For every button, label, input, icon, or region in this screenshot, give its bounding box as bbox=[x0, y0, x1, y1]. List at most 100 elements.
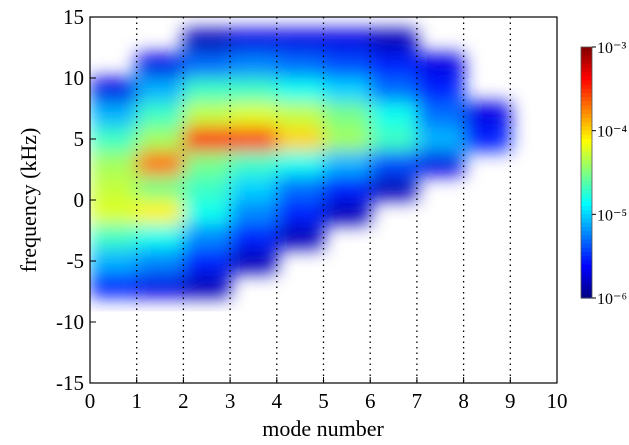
heat-cell bbox=[416, 126, 464, 152]
colorbar-step bbox=[581, 205, 592, 211]
heat-cell bbox=[323, 151, 371, 176]
heat-cell bbox=[90, 273, 137, 298]
heat-cell bbox=[90, 102, 137, 127]
y-tick-label: 15 bbox=[63, 5, 84, 29]
colorbar-step bbox=[581, 172, 592, 178]
x-tick-label: 9 bbox=[505, 389, 516, 413]
heat-cell bbox=[90, 78, 137, 103]
colorbar-step bbox=[581, 239, 592, 245]
x-tick-label: 7 bbox=[412, 389, 423, 413]
colorbar-step bbox=[581, 193, 592, 199]
heat-cell bbox=[463, 126, 511, 152]
colorbar-step bbox=[581, 97, 592, 102]
heat-cell bbox=[370, 102, 417, 127]
heat-cell bbox=[276, 53, 324, 78]
heat-cell bbox=[183, 175, 231, 200]
heat-cell bbox=[183, 200, 231, 225]
heat-cell bbox=[370, 126, 417, 152]
heat-cell bbox=[183, 126, 231, 152]
heat-cell bbox=[136, 151, 184, 176]
x-tick-label: 8 bbox=[458, 389, 469, 413]
colorbar-step bbox=[581, 155, 592, 161]
y-tick-label: -5 bbox=[67, 249, 85, 273]
colorbar-step bbox=[581, 84, 592, 90]
colorbar-step bbox=[581, 159, 592, 165]
colorbar-step bbox=[581, 235, 592, 241]
colorbar-step bbox=[581, 272, 592, 278]
heat-cell bbox=[183, 151, 231, 176]
heat-cell bbox=[230, 126, 277, 152]
heat-cell bbox=[323, 29, 371, 54]
heat-cell bbox=[230, 175, 277, 200]
colorbar-step bbox=[581, 67, 592, 73]
colorbar-step bbox=[581, 130, 592, 136]
heat-cell bbox=[136, 248, 184, 274]
heat-cell bbox=[230, 29, 277, 54]
colorbar-tick-label: 10⁻³ bbox=[597, 40, 626, 57]
heat-cell bbox=[183, 29, 231, 54]
heat-cell bbox=[90, 224, 137, 249]
axes: 0 1 2 3 4 5 6 7 8 9 10 -15 -10 -5 0 5 10 15 10⁻³ 10⁻⁴ 10⁻⁵ 10… bbox=[56, 5, 627, 413]
heat-cell bbox=[183, 248, 231, 274]
colorbar-step bbox=[581, 264, 592, 270]
colorbar-step bbox=[581, 218, 592, 224]
heat-cell bbox=[276, 151, 324, 176]
colorbar-step bbox=[581, 247, 592, 253]
heat-cell bbox=[90, 248, 137, 274]
colorbar-step bbox=[581, 134, 592, 140]
y-tick-label: 10 bbox=[63, 66, 84, 90]
heat-cell bbox=[183, 78, 231, 103]
colorbar-step bbox=[581, 231, 592, 236]
colorbar-step bbox=[581, 122, 592, 128]
colorbar-step bbox=[581, 185, 592, 190]
colorbar-step bbox=[581, 289, 592, 295]
heat-cell bbox=[136, 175, 184, 200]
colorbar-step bbox=[581, 222, 592, 228]
x-axis-label: mode number bbox=[262, 416, 384, 441]
heat-cell bbox=[323, 175, 371, 200]
heat-cell bbox=[276, 224, 324, 249]
heat-cell bbox=[276, 102, 324, 127]
colorbar-step bbox=[581, 281, 592, 287]
heatmap bbox=[90, 29, 511, 298]
heat-cell bbox=[90, 175, 137, 200]
colorbar-step bbox=[581, 277, 592, 282]
colorbar-step bbox=[581, 63, 592, 69]
y-axis-label: frequency (kHz) bbox=[16, 128, 41, 273]
colorbar-step bbox=[581, 201, 592, 207]
colorbar-step bbox=[581, 126, 592, 132]
colorbar-step bbox=[581, 59, 592, 65]
heat-cell bbox=[136, 53, 184, 78]
colorbar-step bbox=[581, 80, 592, 86]
x-tick-label: 0 bbox=[85, 389, 96, 413]
heat-cell bbox=[136, 78, 184, 103]
colorbar-step bbox=[581, 164, 592, 169]
heat-cell bbox=[416, 53, 464, 78]
colorbar-step bbox=[581, 143, 592, 148]
colorbar-step bbox=[581, 176, 592, 182]
y-tick-label: -15 bbox=[56, 371, 84, 395]
colorbar-step bbox=[581, 168, 592, 174]
heat-cell bbox=[323, 78, 371, 103]
heat-cell bbox=[416, 78, 464, 103]
colorbar-step bbox=[581, 293, 592, 299]
colorbar-step bbox=[581, 72, 592, 77]
colorbar-step bbox=[581, 197, 592, 203]
colorbar-step bbox=[581, 113, 592, 119]
colorbar-tick-label: 10⁻⁴ bbox=[597, 124, 627, 141]
heat-cell bbox=[276, 175, 324, 200]
heat-cell bbox=[370, 175, 417, 200]
colorbar-step bbox=[581, 151, 592, 157]
heat-cell bbox=[230, 102, 277, 127]
colorbar-step bbox=[581, 243, 592, 249]
colorbar-tick-label: 10⁻⁵ bbox=[597, 207, 627, 224]
colorbar-step bbox=[581, 251, 592, 257]
heat-cell bbox=[90, 200, 137, 225]
x-tick-label: 1 bbox=[131, 389, 142, 413]
colorbar-step bbox=[581, 88, 592, 94]
x-tick-label: 2 bbox=[178, 389, 189, 413]
y-tick-label: 5 bbox=[74, 127, 85, 151]
heat-cell bbox=[463, 102, 511, 127]
heat-cell bbox=[416, 102, 464, 127]
x-tick-label: 3 bbox=[225, 389, 236, 413]
